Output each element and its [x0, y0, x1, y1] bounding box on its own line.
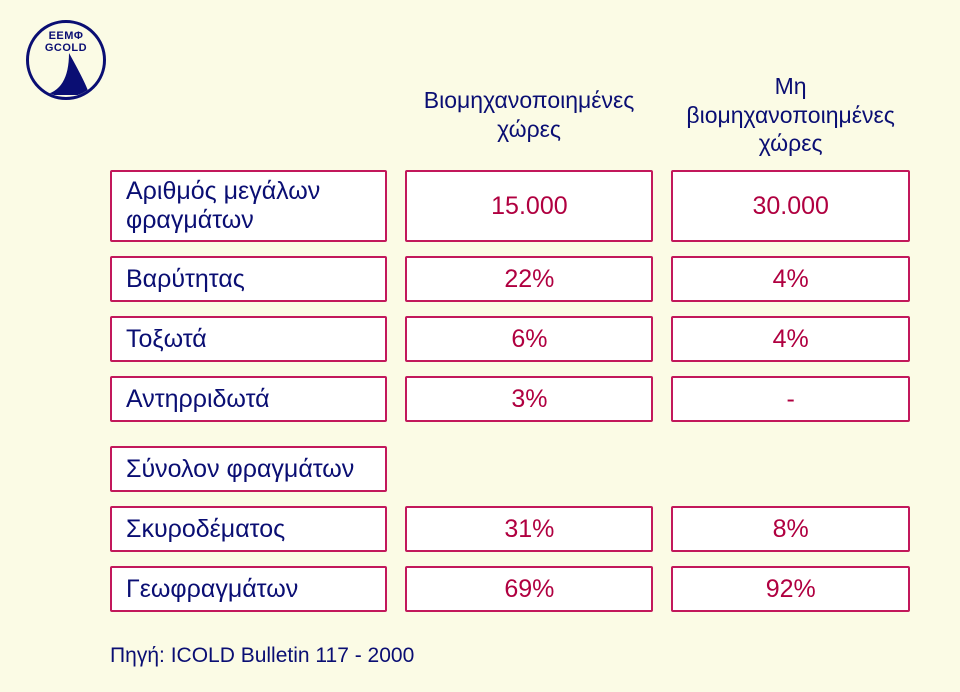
row4-label-text: Αντηρριδωτά — [126, 385, 270, 414]
row4-col2: 3% — [405, 376, 653, 422]
row6-col3: 8% — [671, 506, 910, 552]
row-label: Αντηρριδωτά — [110, 376, 387, 422]
row3-label-text: Τοξωτά — [126, 325, 207, 354]
header-col2-text: Βιομηχανοποιημένες χώρες — [405, 70, 653, 160]
row6-label-text: Σκυροδέματος — [126, 515, 285, 544]
row3-col3: 4% — [671, 316, 910, 362]
slide-page: ΕΕΜΦ GCOLD Βιομηχανοποιημένες χώρες Μη β… — [0, 0, 960, 692]
row7-col3: 92% — [671, 566, 910, 612]
dam-table: Βιομηχανοποιημένες χώρες Μη βιομηχανοποι… — [110, 70, 910, 612]
row5-col3-empty — [672, 446, 910, 492]
table-row: Αντηρριδωτά 3% - — [110, 376, 910, 422]
row7-label-text: Γεωφραγμάτων — [126, 575, 298, 604]
table-row: Βαρύτητας 22% 4% — [110, 256, 910, 302]
row-label: Τοξωτά — [110, 316, 387, 362]
row5-label-text: Σύνολον φραγμάτων — [126, 455, 354, 484]
header-col-non-industrialized: Μη βιομηχανοποιημένες χώρες — [671, 70, 910, 160]
header-col3-text: Μη βιομηχανοποιημένες χώρες — [671, 70, 910, 160]
row1-col3: 30.000 — [671, 170, 910, 242]
row-label: Γεωφραγμάτων — [110, 566, 387, 612]
table-row: Σκυροδέματος 31% 8% — [110, 506, 910, 552]
header-col-industrialized: Βιομηχανοποιημένες χώρες — [405, 70, 653, 160]
row5-col2-empty — [405, 446, 653, 492]
row7-col2: 69% — [405, 566, 653, 612]
row6-col2: 31% — [405, 506, 653, 552]
table-row: Τοξωτά 6% 4% — [110, 316, 910, 362]
row4-col3: - — [671, 376, 910, 422]
table-row: Αριθμός μεγάλων φραγμάτων 15.000 30.000 — [110, 170, 910, 242]
row-label: Σύνολον φραγμάτων — [110, 446, 387, 492]
logo-crescent-icon — [29, 23, 103, 97]
table-row: Γεωφραγμάτων 69% 92% — [110, 566, 910, 612]
row1-col2: 15.000 — [405, 170, 653, 242]
table-row: Σύνολον φραγμάτων — [110, 446, 910, 492]
row3-col2: 6% — [405, 316, 653, 362]
header-empty — [110, 70, 387, 170]
row2-label-text: Βαρύτητας — [126, 265, 245, 294]
source-citation: Πηγή: ICOLD Bulletin 117 - 2000 — [110, 644, 414, 668]
row2-col3: 4% — [671, 256, 910, 302]
row-label: Σκυροδέματος — [110, 506, 387, 552]
row2-col2: 22% — [405, 256, 653, 302]
row1-label-text: Αριθμός μεγάλων φραγμάτων — [126, 177, 385, 235]
row-label: Βαρύτητας — [110, 256, 387, 302]
org-logo: ΕΕΜΦ GCOLD — [26, 20, 106, 100]
table-header-row: Βιομηχανοποιημένες χώρες Μη βιομηχανοποι… — [110, 70, 910, 170]
row-label: Αριθμός μεγάλων φραγμάτων — [110, 170, 387, 242]
